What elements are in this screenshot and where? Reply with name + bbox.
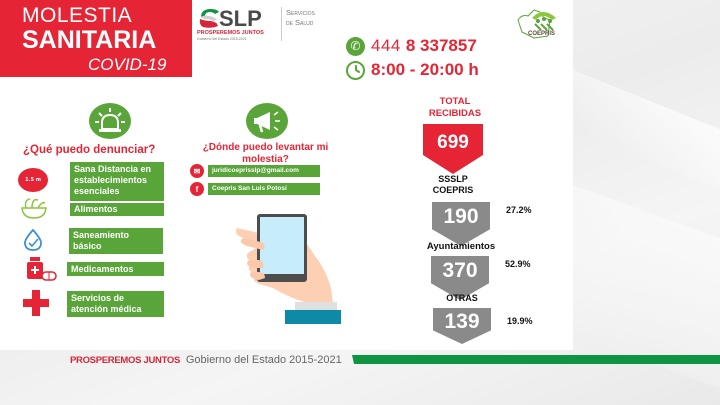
- total-received-value: 699: [423, 124, 483, 174]
- email-link[interactable]: juridicoeprisslp@gmail.com: [208, 165, 320, 177]
- breakdown-value: 139: [433, 308, 491, 344]
- office-hours: 8:00 - 20:00 h: [371, 60, 479, 79]
- siren-icon: [89, 103, 131, 139]
- footer-green-bar: [352, 355, 720, 364]
- phone-number: 8 337857: [405, 36, 477, 55]
- title-line-2: SANITARIA: [22, 26, 157, 54]
- food-bowl-icon: [18, 196, 50, 220]
- complaint-item: Alimentos: [70, 203, 164, 216]
- breakdown-percent: 19.9%: [507, 316, 533, 326]
- phone-contact: ✆ 444 8 337857: [346, 36, 477, 56]
- slp-subtitle: Gobierno del Estado 2015-2021: [197, 37, 247, 41]
- water-drop-icon: [20, 228, 46, 252]
- servicios-salud-label: Servicios de Salud: [286, 8, 315, 27]
- title-line-3: COVID-19: [88, 55, 167, 74]
- where-to-report-heading: ¿Dónde puedo levantar mi molestia?: [202, 142, 329, 165]
- slp-logo: SLP PROSPEREMOS JUNTOS Gobierno del Esta…: [197, 6, 277, 42]
- title-banner: MOLESTIA SANITARIA COVID-19: [0, 0, 192, 77]
- complaint-item: Saneamiento básico: [69, 228, 163, 254]
- title-line-1: MOLESTIA: [22, 4, 133, 27]
- content-panel: MOLESTIA SANITARIA COVID-19 SLP PROSPERE…: [0, 0, 572, 344]
- total-received-label: TOTAL RECIBIDAS: [428, 96, 482, 119]
- footer-brand: PROSPEREMOS JUNTOS: [70, 355, 181, 366]
- medicine-icon: [24, 256, 60, 282]
- breakdown-label: SSSLP COEPRIS: [432, 174, 474, 195]
- complaint-item: Medicamentos: [67, 262, 164, 276]
- phone-icon: ✆: [346, 36, 365, 56]
- slp-emblem-icon: [199, 9, 219, 28]
- distance-icon: 1.5 m: [18, 168, 48, 192]
- breakdown-label: OTRAS: [446, 293, 478, 303]
- phone-prefix: 444: [371, 36, 401, 55]
- hand-holding-phone-illustration: [233, 208, 343, 328]
- facebook-icon: f: [190, 182, 204, 196]
- coepris-wordmark: COEPRIS: [528, 31, 556, 37]
- breakdown-label: Ayuntamientos: [426, 241, 496, 252]
- coepris-emblem-icon: [517, 9, 556, 39]
- background-stripe: [573, 185, 720, 405]
- what-can-i-report-heading: ¿Qué puedo denunciar?: [23, 144, 156, 156]
- clock-icon: [346, 60, 365, 80]
- footer-government: Gobierno del Estado 2015-2021: [185, 354, 342, 366]
- complaint-item: Sana Distancia en establecimientos esenc…: [70, 162, 164, 201]
- medical-cross-icon: [21, 288, 51, 318]
- slp-slogan: PROSPEREMOS JUNTOS: [197, 30, 264, 36]
- mail-icon: ✉: [190, 164, 204, 178]
- megaphone-icon: [246, 103, 288, 139]
- complaint-item: Servicios de atención médica: [67, 291, 164, 317]
- breakdown-percent: 52.9%: [505, 259, 531, 269]
- footer: PROSPEREMOS JUNTOS Gobierno del Estado 2…: [70, 354, 342, 366]
- logo-divider: [281, 7, 282, 41]
- facebook-link[interactable]: Coepris San Luis Potosí: [208, 183, 320, 195]
- slp-wordmark: SLP: [219, 6, 262, 31]
- coepris-logo: COEPRIS: [514, 6, 572, 44]
- breakdown-percent: 27.2%: [506, 205, 532, 215]
- hours-contact: 8:00 - 20:00 h: [346, 60, 479, 80]
- background-stripe: [573, 70, 720, 211]
- breakdown-value: 190: [432, 202, 490, 246]
